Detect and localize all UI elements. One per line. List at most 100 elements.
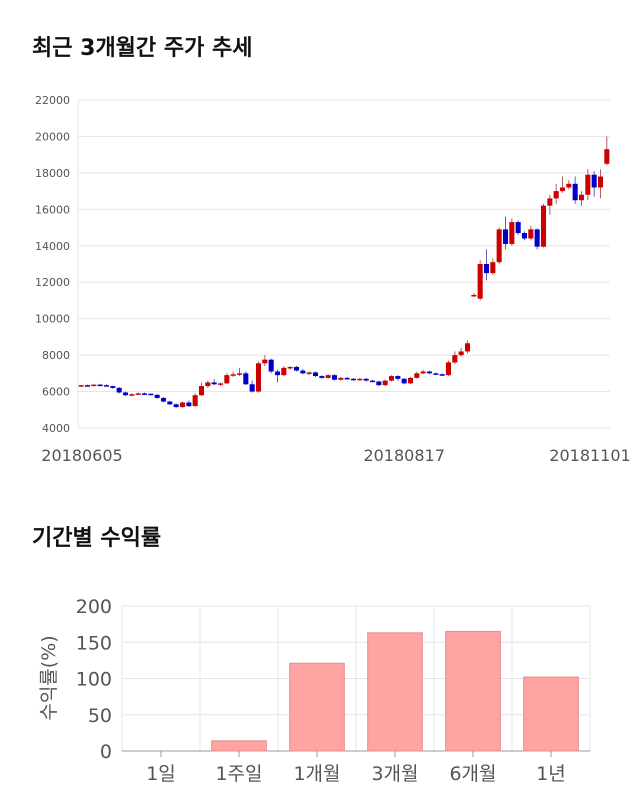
candle <box>357 377 363 381</box>
candle-body <box>287 366 293 369</box>
candle <box>515 220 521 235</box>
candle-body <box>167 401 173 405</box>
price-y-tick: 20000 <box>35 130 70 143</box>
candle-body <box>420 371 426 374</box>
candle <box>572 176 578 204</box>
candle-body <box>528 229 534 239</box>
price-x-tick: 20180605 <box>41 446 122 465</box>
candle <box>464 340 471 354</box>
candle-body <box>496 229 502 263</box>
candle-body <box>515 222 521 234</box>
candle <box>344 376 350 380</box>
candle <box>433 372 439 376</box>
candle <box>192 393 198 407</box>
candle-body <box>547 198 553 206</box>
candle-body <box>268 359 274 372</box>
candle-body <box>122 392 129 396</box>
candle-body <box>160 397 167 402</box>
candle-body <box>281 367 287 376</box>
price-x-tick: 20180817 <box>363 446 444 465</box>
candle-body <box>471 294 477 297</box>
candle-body <box>452 355 458 363</box>
candle <box>236 367 243 377</box>
candle <box>597 169 604 199</box>
candle-body <box>540 205 547 247</box>
candle-body <box>445 362 452 376</box>
candle-body <box>578 194 585 201</box>
candle <box>91 384 97 387</box>
candle <box>167 400 173 406</box>
candle-body <box>312 372 319 377</box>
candle <box>230 371 236 377</box>
candle <box>363 377 369 382</box>
candle <box>458 347 464 357</box>
candle-body <box>401 378 407 384</box>
candle-body <box>243 373 249 385</box>
candle-body <box>154 394 160 398</box>
candle-body <box>338 377 344 380</box>
candle-body <box>331 375 338 380</box>
returns-bar <box>367 632 423 752</box>
candle <box>116 387 122 394</box>
candle-body <box>198 386 205 396</box>
candle-body <box>521 233 528 239</box>
price-y-tick: 16000 <box>35 203 70 216</box>
candle <box>135 392 141 395</box>
candle <box>281 366 287 377</box>
candle <box>591 171 597 197</box>
candle-body <box>141 393 148 395</box>
candle <box>350 377 357 381</box>
candle <box>414 371 420 379</box>
candle-body <box>490 262 496 274</box>
price-y-tick: 12000 <box>35 276 70 289</box>
candle-body <box>559 187 566 192</box>
candle-body <box>395 376 401 379</box>
candle-body <box>192 395 198 407</box>
candle-body <box>205 382 211 387</box>
candle <box>376 380 382 387</box>
candle-body <box>103 385 110 387</box>
candle <box>388 375 395 382</box>
candle <box>604 136 610 166</box>
candle <box>509 218 515 246</box>
candle <box>103 384 110 387</box>
returns-y-tick: 200 <box>76 596 112 618</box>
candle-body <box>382 380 388 386</box>
candle-body <box>129 394 135 396</box>
candle-body <box>433 373 439 375</box>
candle <box>528 225 534 241</box>
returns-x-tick: 6개월 <box>449 763 496 785</box>
candle <box>217 382 224 387</box>
candle-body <box>173 404 179 408</box>
candle <box>452 351 458 365</box>
candle <box>319 375 325 379</box>
candle <box>249 380 255 393</box>
candle-body <box>211 382 217 385</box>
candle-body <box>249 384 255 392</box>
candle-body <box>91 384 97 387</box>
candle <box>496 227 502 264</box>
candle <box>78 385 84 387</box>
candle <box>331 374 338 381</box>
candle-body <box>388 376 395 381</box>
candle <box>274 369 281 383</box>
candle <box>148 393 154 396</box>
candle <box>325 374 331 379</box>
candle <box>179 401 186 408</box>
candle <box>205 380 211 388</box>
candle <box>477 260 483 301</box>
price-x-tick: 20181101 <box>549 446 630 465</box>
candle-body <box>350 378 357 381</box>
candle <box>287 366 293 370</box>
candle-body <box>509 222 515 244</box>
candle-body <box>604 149 610 164</box>
candle-body <box>224 375 230 384</box>
candle <box>293 366 300 372</box>
candle-body <box>344 377 350 380</box>
candle <box>160 397 167 403</box>
candle <box>110 385 116 389</box>
returns-y-tick: 0 <box>100 741 112 763</box>
candle <box>255 361 262 393</box>
candle-body <box>566 183 572 188</box>
candle <box>395 375 401 381</box>
